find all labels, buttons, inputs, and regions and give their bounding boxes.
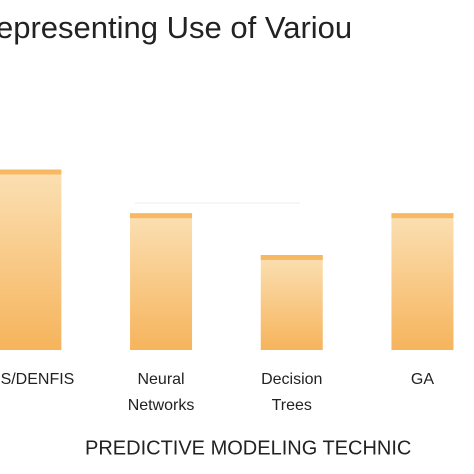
bar [0, 169, 62, 350]
bar-group [130, 213, 193, 350]
bar-group [391, 213, 454, 350]
bar [130, 213, 193, 350]
bar-top [0, 169, 62, 175]
chart-title: epresenting Use of Variou [0, 10, 352, 45]
bar-group [260, 255, 323, 350]
x-tick-label: FIS/DENFIS [0, 371, 74, 388]
bar [391, 213, 454, 350]
x-tick-label: GA [411, 371, 434, 388]
x-tick-label: Decision Trees [261, 371, 322, 414]
bar-top [260, 255, 323, 260]
x-axis-label: PREDICTIVE MODELING TECHNIC [85, 437, 411, 459]
bar-top [391, 213, 454, 219]
bar-top [130, 213, 193, 219]
bar-group [0, 169, 62, 350]
x-tick-label: Neural Networks [128, 371, 195, 414]
bar [260, 255, 323, 350]
